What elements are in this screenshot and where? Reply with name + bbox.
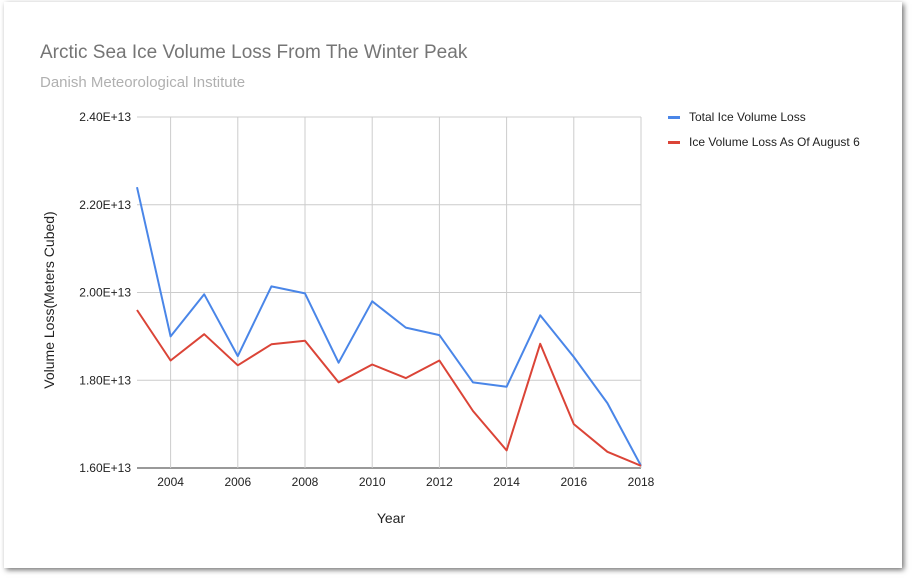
legend-item-2[interactable]: Ice Volume Loss As Of August 6 [668,135,860,149]
x-axis-title: Year [377,510,406,526]
legend-label: Total Ice Volume Loss [689,110,806,124]
x-tick-label: 2004 [157,475,184,489]
legend-label: Ice Volume Loss As Of August 6 [689,135,860,149]
x-tick-label: 2006 [224,475,251,489]
legend: Total Ice Volume Loss Ice Volume Loss As … [668,110,860,160]
gridlines [137,116,642,469]
x-tick-label: 2012 [426,475,453,489]
x-tick-label: 2018 [628,475,655,489]
series-line-2 [136,309,642,467]
x-tick-label: 2014 [493,475,520,489]
y-tick-label: 1.80E+13 [79,373,131,387]
y-tick-label: 2.00E+13 [79,286,131,300]
x-tick-label: 2010 [359,475,386,489]
legend-item-1[interactable]: Total Ice Volume Loss [668,110,860,124]
chart-subtitle: Danish Meteorological Institute [40,74,246,91]
series-lines [136,186,642,467]
chart-card [4,2,902,568]
series-line-1 [136,186,642,467]
y-tick-label: 1.60E+13 [79,461,131,475]
y-tick-label: 2.40E+13 [79,110,131,124]
x-tick-label: 2008 [292,475,319,489]
y-tick-label: 2.20E+13 [79,198,131,212]
x-axis-ticks: 2004 2006 2008 2010 2012 2014 2016 2018 [157,475,654,489]
y-axis-ticks: 1.60E+13 1.80E+13 2.00E+13 2.20E+13 2.40E+13 [79,110,131,475]
x-tick-label: 2016 [560,475,587,489]
y-axis-title: Volume Loss(Meters Cubed) [41,211,57,388]
chart-title: Arctic Sea Ice Volume Loss From The Wint… [40,42,468,63]
legend-swatch [668,115,680,119]
legend-swatch [668,140,680,144]
